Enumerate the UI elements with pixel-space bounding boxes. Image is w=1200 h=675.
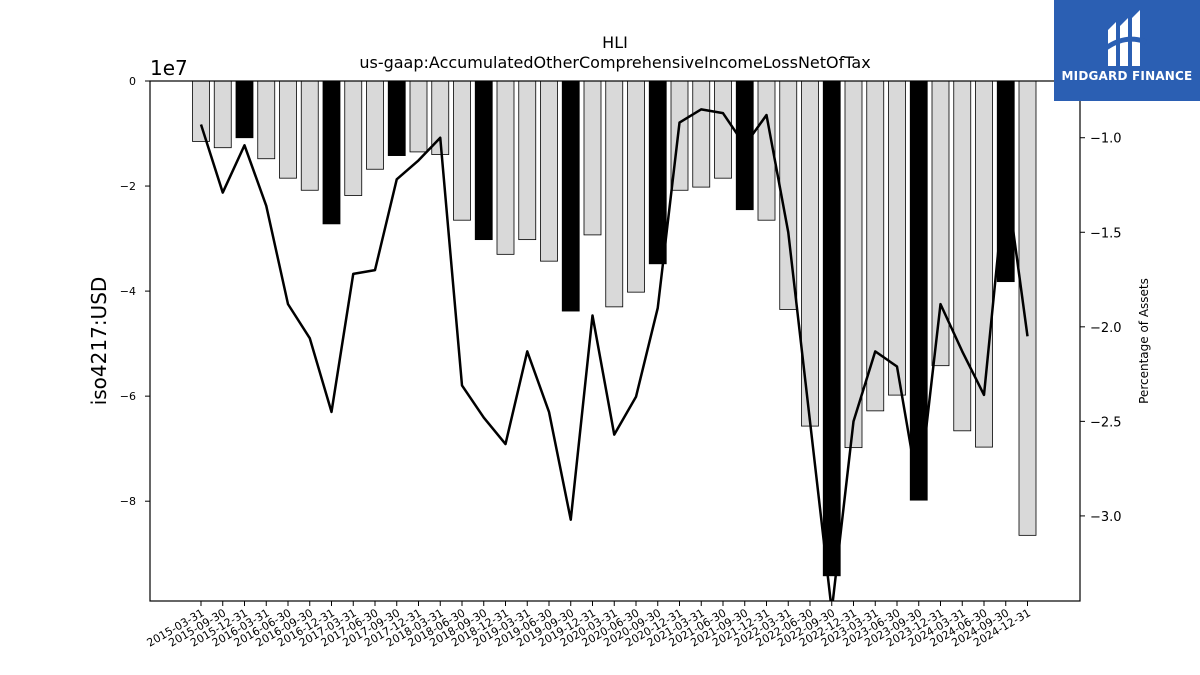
bar-2022-03-31 [779,81,798,310]
bar-2015-03-31 [192,81,210,142]
y2-axis-label: Percentage of Assets [1137,278,1151,404]
bar-2018-06-30 [453,81,471,221]
y2-tick-label: −3.0 [1090,510,1122,525]
bar-2020-03-31 [605,81,624,308]
bar-2015-12-31 [235,81,254,139]
y2-tick-label: −1.0 [1090,132,1122,147]
y2-tick-label: −2.0 [1090,321,1122,336]
y2-tick-label: −1.5 [1090,226,1122,241]
bar-2015-09-30 [213,81,232,149]
bar-2023-03-31 [866,81,885,412]
bar-2021-03-31 [692,81,711,188]
midgard-finance-logo: MIDGARD FINANCE [1054,0,1200,101]
bar-2016-09-30 [300,81,319,191]
bar-2018-12-31 [496,81,515,255]
bar-2020-09-30 [648,81,667,265]
bar-2016-12-31 [322,81,341,225]
bar-group [192,81,1037,577]
bar-2016-06-30 [279,81,297,179]
bar-2020-06-30 [627,81,645,293]
chart-title: HLI [602,33,628,52]
bar-2023-09-30 [909,81,928,501]
bar-2019-03-31 [518,81,537,241]
y-offset-label: 1e7 [150,56,188,80]
line-group [199,108,1029,601]
bar-2017-06-30 [366,81,384,170]
bar-2017-09-30 [387,81,406,156]
y-tick-label: −6 [120,390,136,403]
y-tick-label: −2 [120,180,136,193]
bar-2024-12-31 [1018,81,1037,536]
bar-2022-12-31 [844,81,863,449]
bar-2021-12-31 [757,81,776,221]
bar-2017-12-31 [409,81,428,153]
bar-2019-12-31 [583,81,602,236]
y-tick-label: −4 [120,285,136,298]
bar-2018-09-30 [474,81,493,241]
bar-2023-12-31 [931,81,950,367]
y-tick-label: −8 [120,495,136,508]
bar-2023-06-30 [888,81,906,396]
bar-2019-09-30 [561,81,580,312]
bar-2021-06-30 [714,81,732,179]
bar-2019-06-30 [540,81,558,262]
plot-frame [149,80,1081,602]
y-axis-label: iso4217:USD [87,277,111,406]
percentage-line [199,108,1029,601]
bar-2016-03-31 [257,81,276,160]
bar-2024-03-31 [953,81,972,432]
logo-text: MIDGARD FINANCE [1061,69,1193,83]
bar-2017-03-31 [344,81,363,196]
chart-subtitle: us-gaap:AccumulatedOtherComprehensiveInc… [359,53,870,72]
midgard-logo-icon [1104,10,1147,66]
y-tick-label: 0 [129,75,136,88]
bar-2018-03-31 [431,81,450,155]
bar-2022-09-30 [822,81,841,577]
y2-tick-label: −2.5 [1090,415,1122,430]
axes-group: 0−2−4−6−8−1.0−1.5−2.0−2.5−3.02015-03-312… [120,75,1122,650]
